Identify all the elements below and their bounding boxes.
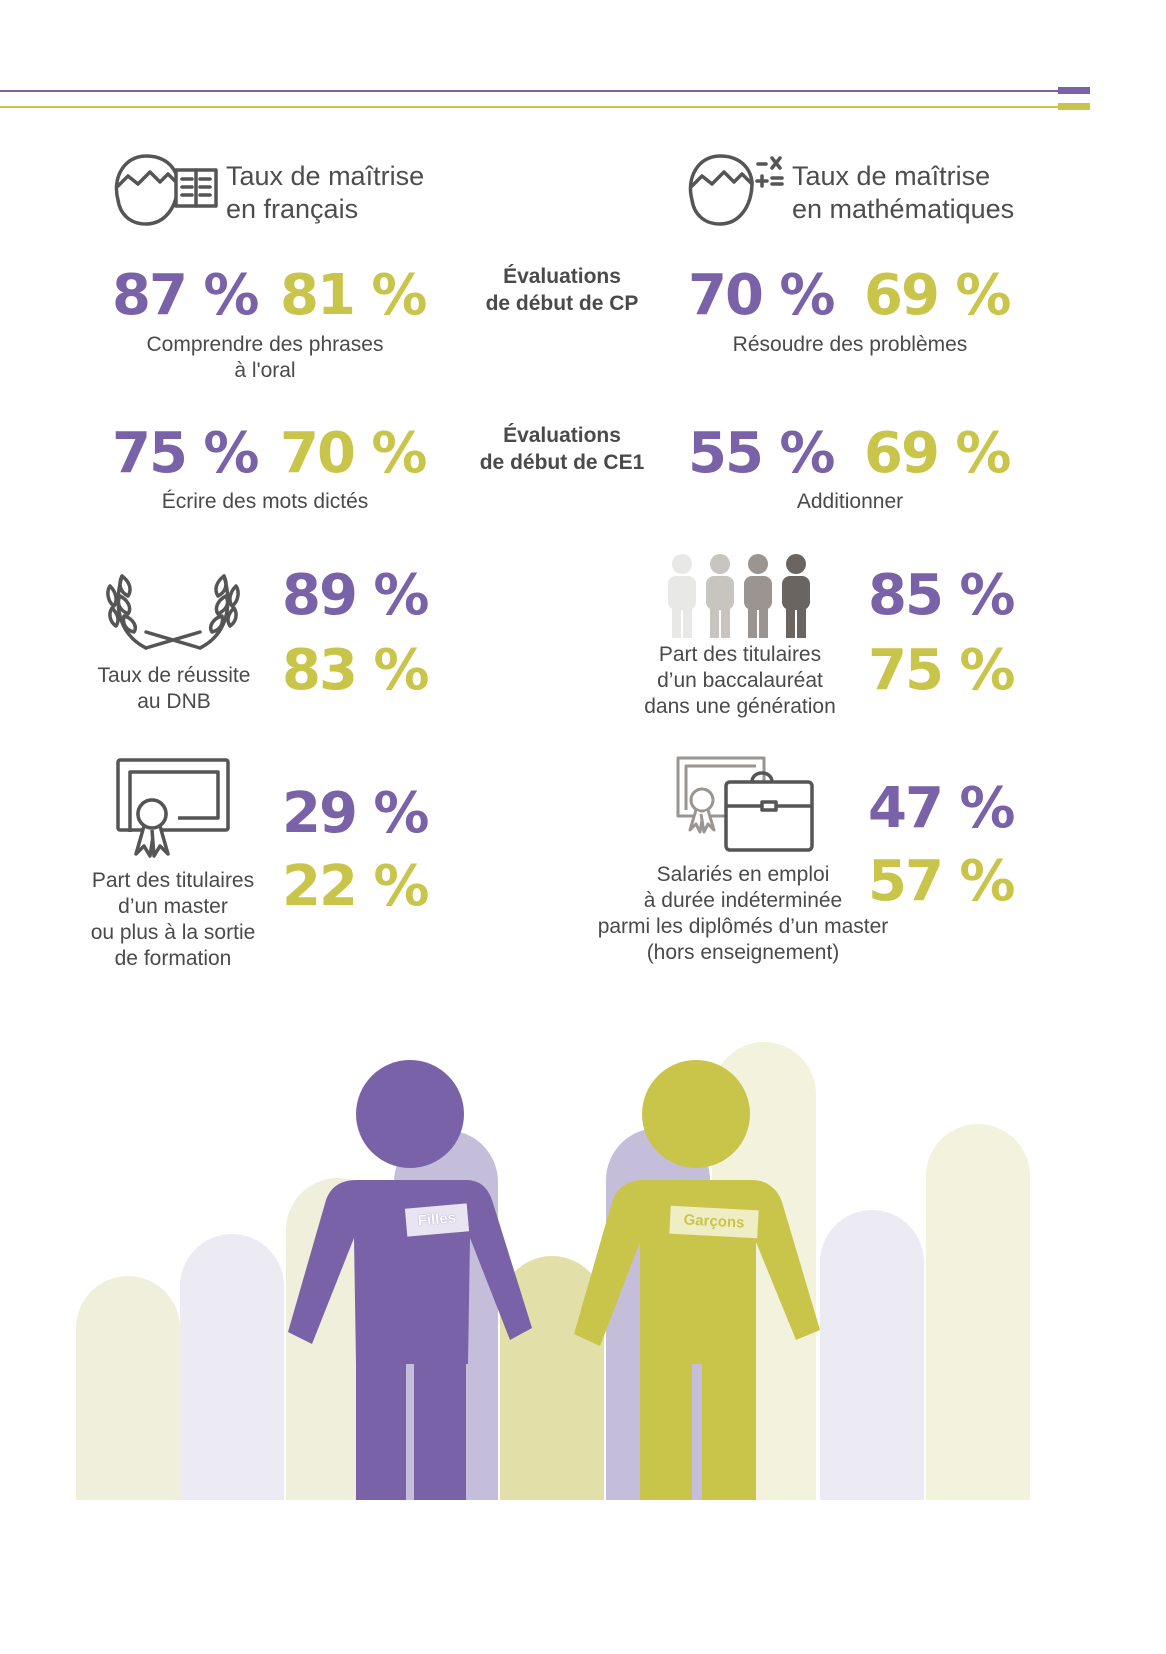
laurel-icon: [106, 574, 240, 650]
francais-title-line1: Taux de maîtrise: [226, 161, 425, 191]
bac-label-line3: dans une génération: [644, 695, 836, 718]
filles-tag: [404, 1203, 470, 1237]
francais-ce1-label: Écrire des mots dictés: [161, 490, 369, 513]
cdi-filles: 47 %: [868, 776, 1016, 841]
master-label-line4: de formation: [114, 947, 232, 970]
francais-title: Taux de maîtrise en français: [226, 160, 424, 226]
evaluation-ce1-line2: de début de CE1: [479, 451, 645, 474]
background-bars: [76, 1042, 1030, 1500]
evaluation-ce1-line1: Évaluations: [503, 424, 621, 447]
background-bar: [180, 1234, 284, 1500]
francais-ce1-garcons: 70 %: [280, 421, 428, 486]
evaluation-cp-label: Évaluations de début de CP: [462, 263, 662, 317]
maths-ce1-garcons: 69 %: [864, 421, 1012, 486]
master-label: Part des titulaires d’un master ou plus …: [78, 868, 268, 972]
garcons-tag: [669, 1205, 759, 1239]
maths-ce1-filles: 55 %: [688, 421, 836, 486]
header-rule-yellow: [0, 106, 1090, 108]
diploma-icon: [116, 758, 230, 858]
master-garcons: 22 %: [282, 854, 430, 919]
cdi-garcons: 57 %: [868, 849, 1016, 914]
head-book-icon: [114, 154, 218, 226]
francais-cp-label: Comprendre des phrases à l'oral: [100, 332, 430, 384]
maths-ce1-label: Additionner: [796, 490, 904, 513]
diploma-briefcase-icon: [676, 756, 814, 852]
francais-ce1-filles: 75 %: [112, 421, 260, 486]
bac-garcons: 75 %: [868, 638, 1016, 703]
bac-label-line2: d’un baccalauréat: [657, 669, 823, 692]
dnb-label-line2: au DNB: [137, 690, 211, 713]
people-illustration: [76, 1042, 1030, 1500]
cdi-label-line4: (hors enseignement): [646, 941, 840, 964]
head-math-icon: [688, 154, 784, 226]
bac-label: Part des titulaires d’un baccalauréat da…: [620, 642, 860, 720]
cdi-label-line2: à durée indéterminée: [643, 889, 843, 912]
maths-cp-garcons: 69 %: [864, 263, 1012, 328]
header-tab-yellow: [1058, 103, 1090, 110]
francais-cp-label-line1: Comprendre des phrases: [146, 333, 384, 356]
evaluation-cp-line2: de début de CP: [485, 292, 639, 315]
evaluation-ce1-label: Évaluations de début de CE1: [462, 422, 662, 476]
header-rule-purple: [0, 90, 1090, 92]
maths-cp-label: Résoudre des problèmes: [732, 333, 968, 356]
people-group-icon: [668, 554, 810, 638]
filles-figure: [288, 1060, 532, 1500]
header-tab-purple: [1058, 87, 1090, 94]
francais-cp-filles: 87 %: [112, 263, 260, 328]
dnb-label-line1: Taux de réussite: [97, 664, 251, 687]
maths-cp-filles: 70 %: [688, 263, 836, 328]
background-bar: [76, 1276, 180, 1500]
francais-title-line2: en français: [226, 194, 359, 224]
cdi-label-line3: parmi les diplômés d’un master: [597, 915, 889, 938]
garcons-figure: [574, 1060, 820, 1500]
dnb-label: Taux de réussite au DNB: [84, 663, 264, 715]
maths-title: Taux de maîtrise en mathématiques: [792, 160, 1014, 226]
master-label-line2: d’un master: [118, 895, 228, 918]
francais-cp-label-line2: à l'oral: [234, 359, 296, 382]
master-label-line3: ou plus à la sortie: [90, 921, 256, 944]
background-bar: [926, 1124, 1030, 1500]
garcons-tag-label: Garçons: [683, 1211, 745, 1232]
background-bar: [820, 1210, 924, 1500]
master-label-line1: Part des titulaires: [91, 869, 255, 892]
francais-cp-garcons: 81 %: [280, 263, 428, 328]
dnb-filles: 89 %: [282, 563, 430, 628]
bac-label-line1: Part des titulaires: [658, 643, 822, 666]
master-filles: 29 %: [282, 781, 430, 846]
maths-title-line1: Taux de maîtrise: [792, 161, 991, 191]
filles-tag-label: Filles: [417, 1209, 457, 1230]
cdi-label-line1: Salariés en emploi: [656, 863, 830, 886]
maths-title-line2: en mathématiques: [792, 194, 1015, 224]
evaluation-cp-line1: Évaluations: [503, 265, 621, 288]
bac-filles: 85 %: [868, 563, 1016, 628]
cdi-label: Salariés en emploi à durée indéterminée …: [578, 862, 908, 966]
dnb-garcons: 83 %: [282, 638, 430, 703]
